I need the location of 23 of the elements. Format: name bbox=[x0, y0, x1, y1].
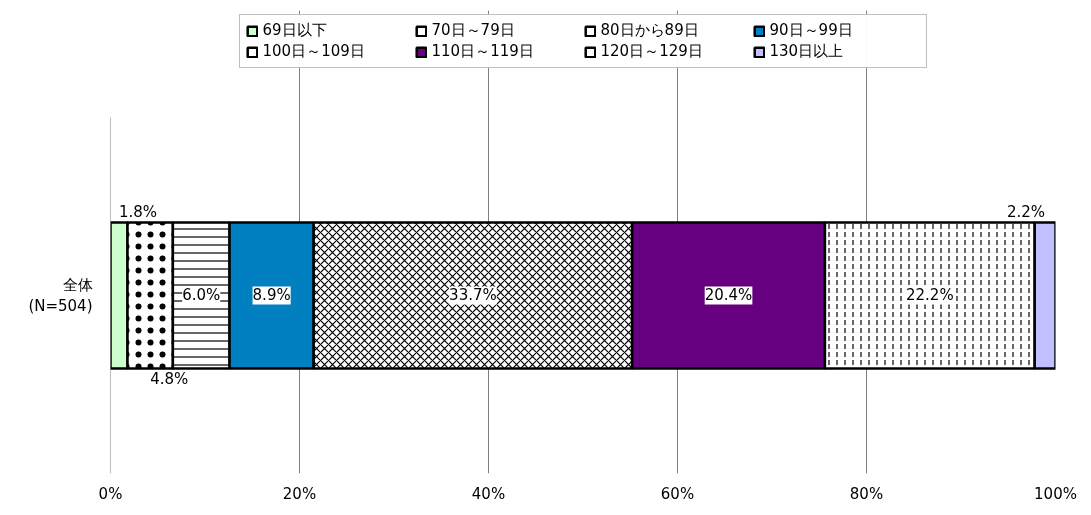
legend-label: 70日～79日 bbox=[431, 21, 516, 40]
legend-label: 90日～99日 bbox=[769, 21, 854, 40]
x-tick-label: 0% bbox=[98, 484, 123, 503]
data-label: 8.9% bbox=[252, 286, 291, 305]
data-label: 22.2% bbox=[905, 286, 954, 305]
data-label: 33.7% bbox=[449, 286, 497, 305]
x-tick-label: 60% bbox=[660, 484, 695, 503]
data-label: 6.0% bbox=[182, 286, 221, 305]
data-label: 2.2% bbox=[1007, 202, 1046, 221]
legend-label: 69日以下 bbox=[262, 21, 328, 40]
legend-label: 100日～109日 bbox=[262, 42, 366, 61]
data-label: 1.8% bbox=[119, 202, 158, 221]
x-tick-label: 100% bbox=[1034, 484, 1077, 503]
legend-label: 120日～129日 bbox=[600, 42, 704, 61]
data-label: 4.8% bbox=[150, 370, 189, 389]
x-tick-label: 80% bbox=[849, 484, 884, 503]
legend-label: 130日以上 bbox=[769, 42, 845, 61]
y-tick-label: 全体 (N=504) bbox=[28, 275, 93, 316]
data-label: 20.4% bbox=[704, 286, 753, 305]
legend-label: 80日から89日 bbox=[600, 21, 700, 40]
legend-label: 110日～119日 bbox=[431, 42, 535, 61]
x-tick-label: 40% bbox=[471, 484, 506, 503]
x-tick-label: 20% bbox=[282, 484, 317, 503]
